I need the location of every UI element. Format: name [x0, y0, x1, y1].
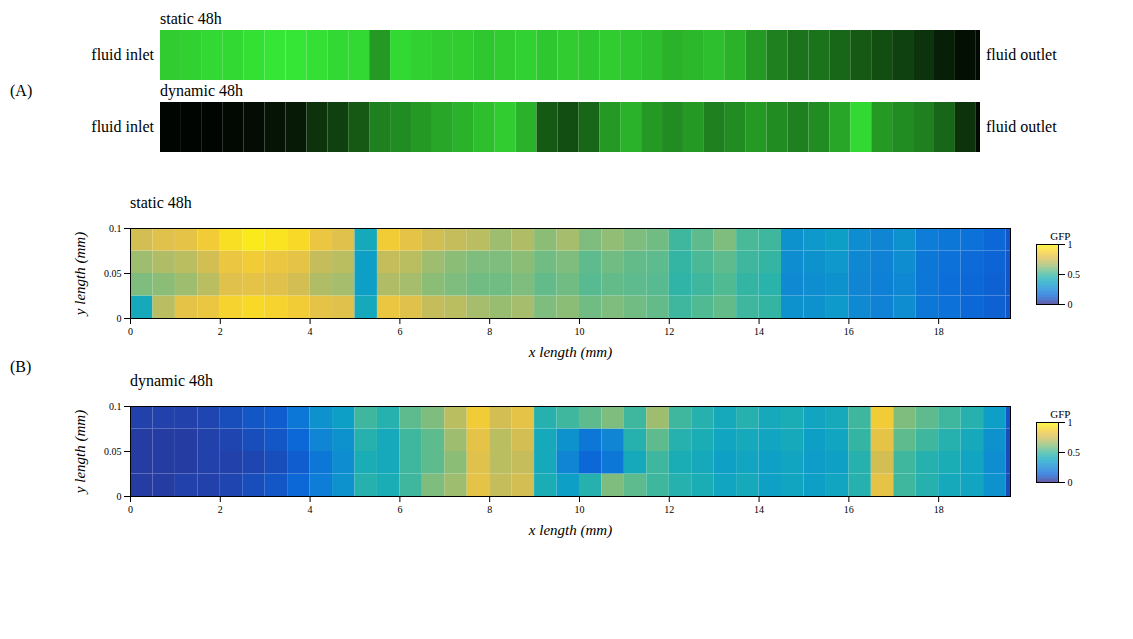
svg-text:16: 16 — [844, 504, 854, 515]
svg-text:1: 1 — [1067, 238, 1073, 250]
svg-text:0: 0 — [117, 313, 122, 324]
svg-text:0: 0 — [1068, 299, 1073, 310]
svg-text:10: 10 — [574, 504, 584, 515]
svg-text:GFP: GFP — [1050, 408, 1070, 420]
html-text:dynamic 48h: dynamic 48h — [160, 82, 244, 99]
svg-text:14: 14 — [754, 504, 764, 515]
svg-text:0.1: 0.1 — [109, 223, 122, 234]
svg-text:x length (mm): x length (mm) — [528, 344, 612, 361]
html-text:fluid inlet: fluid inlet — [91, 46, 154, 63]
html-text:static 48h: static 48h — [160, 10, 222, 27]
svg-text:8: 8 — [487, 326, 492, 337]
svg-text:4: 4 — [308, 326, 313, 337]
svg-text:8: 8 — [487, 504, 492, 515]
svg-text:0: 0 — [128, 326, 133, 337]
html-text:fluid outlet: fluid outlet — [986, 118, 1057, 135]
svg-text:0: 0 — [1068, 477, 1073, 488]
svg-text:0.05: 0.05 — [104, 268, 122, 279]
svg-text:2: 2 — [218, 326, 223, 337]
html-text:(A): (A) — [10, 82, 33, 99]
svg-text:10: 10 — [574, 326, 584, 337]
svg-text:14: 14 — [754, 326, 764, 337]
html-text:static 48h: static 48h — [130, 194, 192, 211]
svg-text:16: 16 — [844, 326, 854, 337]
svg-text:12: 12 — [664, 504, 674, 515]
svg-text:6: 6 — [397, 326, 402, 337]
html-text:dynamic 48h: dynamic 48h — [130, 372, 214, 389]
svg-text:y length (mm): y length (mm) — [72, 410, 89, 495]
svg-text:0: 0 — [117, 491, 122, 502]
svg-text:GFP: GFP — [1050, 230, 1070, 242]
html-text:fluid inlet: fluid inlet — [91, 118, 154, 135]
svg-text:12: 12 — [664, 326, 674, 337]
svg-text:0: 0 — [128, 504, 133, 515]
svg-text:0.5: 0.5 — [1068, 447, 1081, 458]
svg-text:18: 18 — [934, 326, 944, 337]
svg-text:1: 1 — [1067, 416, 1073, 428]
svg-text:4: 4 — [308, 504, 313, 515]
svg-text:0.05: 0.05 — [104, 446, 122, 457]
html-text:fluid outlet: fluid outlet — [986, 46, 1057, 63]
svg-text:2: 2 — [218, 504, 223, 515]
svg-text:6: 6 — [397, 504, 402, 515]
svg-text:x length (mm): x length (mm) — [528, 522, 612, 539]
svg-text:y length (mm): y length (mm) — [72, 232, 89, 317]
svg-text:18: 18 — [934, 504, 944, 515]
html-text:(B): (B) — [10, 358, 32, 375]
svg-text:0.5: 0.5 — [1068, 269, 1081, 280]
svg-text:0.1: 0.1 — [109, 401, 122, 412]
